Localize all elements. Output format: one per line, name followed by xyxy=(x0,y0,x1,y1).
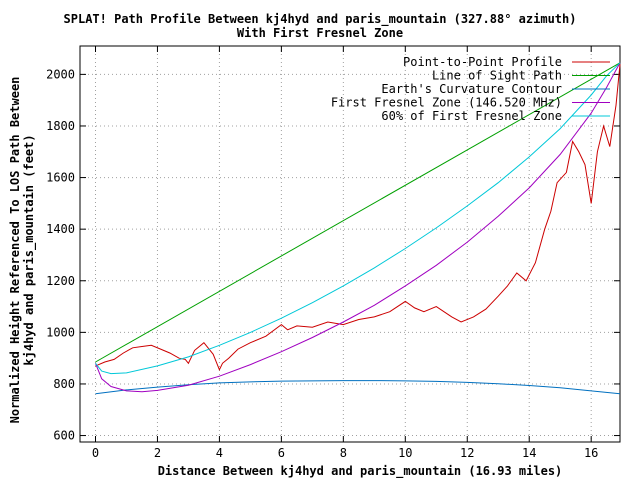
legend-label-4: 60% of First Fresnel Zone xyxy=(381,109,562,123)
legend-label-0: Point-to-Point Profile xyxy=(403,55,562,69)
axes xyxy=(79,45,621,443)
chart: 0 2 4 6 8 10 12 14 16 600 800 1000 1200 1400 1600 1800 2… xyxy=(46,45,621,460)
y-tick-label: 800 xyxy=(53,377,75,391)
ticks: 0 2 4 6 8 10 12 14 16 600 800 1000 1200 1400 1600 1800 2… xyxy=(46,46,620,460)
x-tick-label: 10 xyxy=(398,446,412,460)
series-line-1 xyxy=(95,62,621,363)
y-tick-label: 600 xyxy=(53,429,75,443)
series-line-3 xyxy=(95,62,621,393)
legend-label-1: Line of Sight Path xyxy=(432,69,562,83)
x-axis-label: Distance Between kj4hyd and paris_mounta… xyxy=(157,464,563,478)
series-line-0 xyxy=(95,64,621,372)
x-tick-label: 14 xyxy=(522,446,536,460)
y-tick-label: 1400 xyxy=(46,222,75,236)
chart-title: SPLAT! Path Profile Between kj4hyd and p… xyxy=(63,12,577,26)
x-tick-label: 12 xyxy=(460,446,474,460)
x-tick-label: 4 xyxy=(216,446,223,460)
y-tick-label: 1000 xyxy=(46,325,75,339)
y-tick-label: 1600 xyxy=(46,171,75,185)
x-tick-label: 6 xyxy=(278,446,285,460)
y-tick-label: 1800 xyxy=(46,119,75,133)
legend-label-3: First Fresnel Zone (146.520 MHz) xyxy=(331,96,562,110)
series-line-4 xyxy=(95,62,621,375)
series-line-2 xyxy=(95,380,621,395)
y-axis-label-line1: Normalized Height Referenced To LOS Path… xyxy=(8,76,22,424)
y-tick-label: 1200 xyxy=(46,274,75,288)
legend-label-2: Earth's Curvature Contour xyxy=(381,82,562,96)
y-axis-label-line2: kj4hyd and paris_mountain (feet) xyxy=(22,134,36,366)
y-axis-label: Normalized Height Referenced To LOS Path… xyxy=(8,10,48,490)
x-tick-label: 16 xyxy=(584,446,598,460)
series-lines xyxy=(95,62,621,395)
x-tick-label: 2 xyxy=(154,446,161,460)
chart-subtitle: With First Fresnel Zone xyxy=(236,26,404,40)
y-tick-label: 2000 xyxy=(46,67,75,81)
x-tick-label: 0 xyxy=(92,446,99,460)
x-tick-label: 8 xyxy=(340,446,347,460)
plot-frame xyxy=(79,45,621,443)
